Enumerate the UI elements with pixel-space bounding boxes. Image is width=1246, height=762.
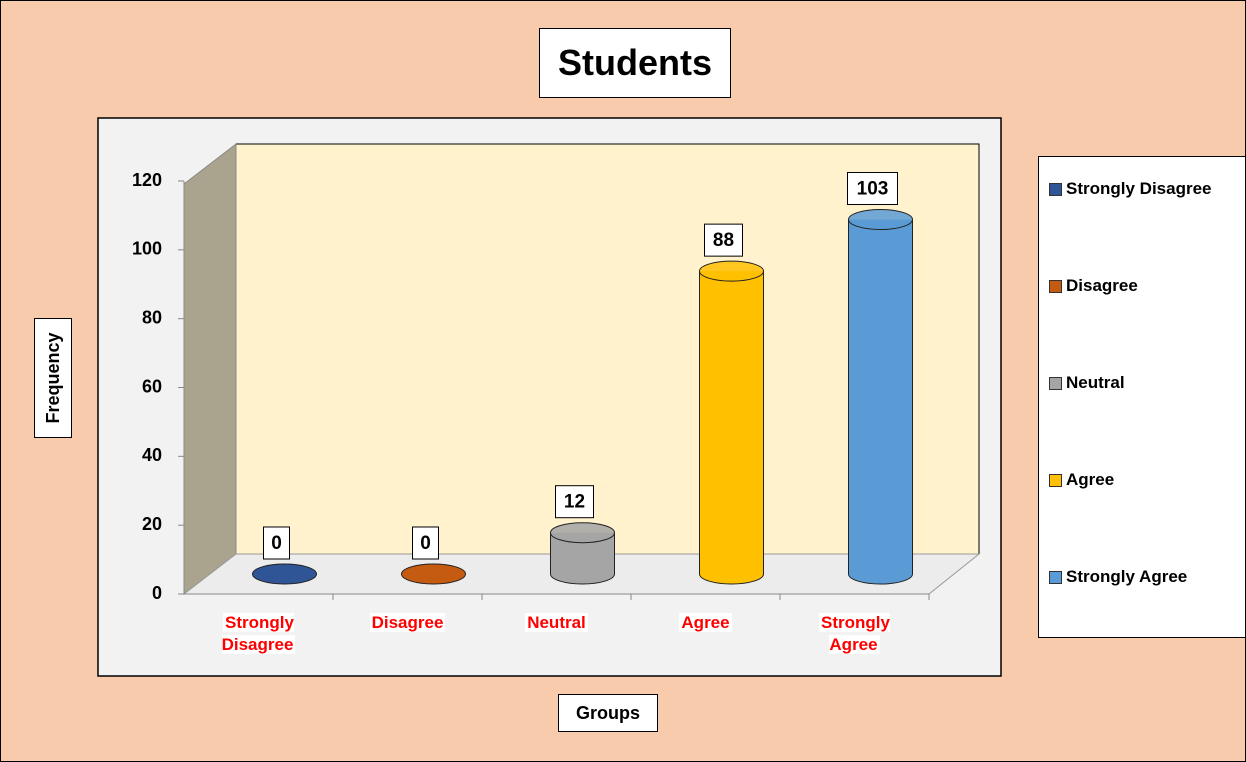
- legend-item: Agree: [1049, 469, 1216, 491]
- side-wall: [183, 142, 237, 596]
- legend: [1038, 156, 1245, 638]
- legend-item: Strongly Disagree: [1049, 178, 1216, 200]
- legend-label: Disagree: [1066, 276, 1138, 295]
- legend-swatch: [1049, 280, 1062, 293]
- legend-item: Disagree: [1049, 275, 1216, 297]
- data-label-box: [412, 526, 439, 560]
- legend-item: Neutral: [1049, 372, 1216, 394]
- legend-label: Agree: [1066, 470, 1115, 489]
- x-tick-text: Disagree: [369, 613, 446, 632]
- x-tick-text: Neutral: [525, 613, 588, 632]
- cylinder-top: [848, 209, 913, 231]
- cylinder-body: [848, 219, 913, 574]
- y-tick-label: 20: [142, 514, 162, 534]
- cylinder-top: [550, 522, 615, 544]
- y-tick-label: 100: [132, 239, 162, 259]
- data-label-box: [847, 172, 898, 206]
- legend-swatch: [1049, 377, 1062, 390]
- x-axis-title: Groups: [558, 694, 658, 732]
- y-tick-label: 120: [132, 170, 162, 190]
- legend-label: Strongly Agree: [1066, 567, 1188, 586]
- legend-swatch: [1049, 571, 1062, 584]
- x-tick-text: Strongly Agree: [819, 613, 890, 654]
- legend-item: Strongly Agree: [1049, 566, 1216, 588]
- data-label: 0: [271, 533, 282, 554]
- y-tick-label: 80: [142, 307, 162, 327]
- x-tick-label: Disagree: [353, 612, 463, 634]
- y-tick-label: 0: [152, 583, 162, 603]
- x-tick-label: Neutral: [502, 612, 612, 634]
- legend-swatch: [1049, 474, 1062, 487]
- legend-swatch: [1049, 183, 1062, 196]
- data-label-box: [704, 223, 743, 257]
- cylinder-top: [699, 260, 764, 282]
- cylinder-base: [252, 563, 317, 585]
- data-label-box: [555, 485, 594, 519]
- data-label: 12: [564, 492, 585, 513]
- y-axis-title: Frequency: [34, 318, 72, 438]
- data-label: 88: [713, 230, 734, 251]
- data-label-box: [263, 526, 290, 560]
- cylinder-base: [401, 563, 466, 585]
- x-tick-label: Strongly Agree: [800, 612, 910, 656]
- y-tick-label: 60: [142, 376, 162, 396]
- y-tick-label: 40: [142, 445, 162, 465]
- x-tick-text: Strongly Disagree: [221, 613, 296, 654]
- data-label: 0: [420, 533, 431, 554]
- data-label: 103: [857, 179, 889, 200]
- legend-label: Strongly Disagree: [1066, 179, 1212, 198]
- chart-title: Students: [539, 28, 731, 98]
- x-tick-text: Agree: [679, 613, 732, 632]
- legend-label: Neutral: [1066, 373, 1125, 392]
- x-tick-label: Strongly Disagree: [204, 612, 314, 656]
- x-tick-label: Agree: [651, 612, 761, 634]
- cylinder-body: [699, 271, 764, 574]
